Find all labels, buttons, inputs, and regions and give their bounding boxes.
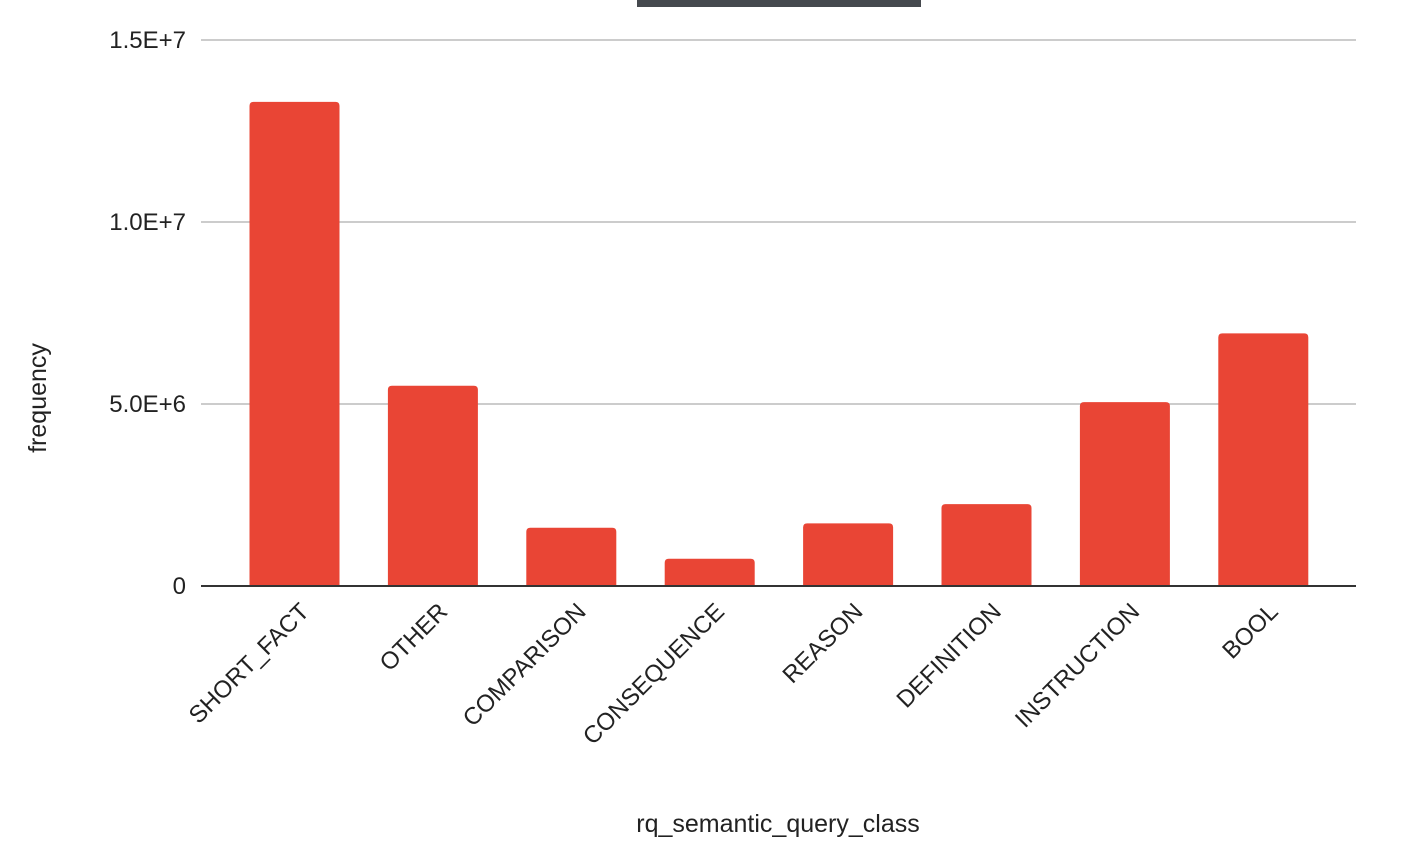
bar-definition xyxy=(941,504,1032,586)
x-tick-label: COMPARISON xyxy=(458,598,592,732)
y-tick-label: 0 xyxy=(173,573,186,600)
x-tick-label: OTHER xyxy=(375,598,453,676)
bar-comparison xyxy=(526,527,617,586)
bar-short-fact xyxy=(249,101,340,586)
y-axis-title: frequency xyxy=(24,343,52,453)
y-tick-label: 5.0E+6 xyxy=(109,391,186,418)
bars xyxy=(249,101,1309,586)
x-tick-label: INSTRUCTION xyxy=(1010,598,1145,733)
x-tick-label: BOOL xyxy=(1217,598,1283,664)
x-tick-label: SHORT_FACT xyxy=(184,598,315,729)
bar-bool xyxy=(1218,333,1309,586)
bar-other xyxy=(387,385,478,586)
x-axis-title: rq_semantic_query_class xyxy=(636,810,919,838)
y-axis-ticks: 0 5.0E+6 1.0E+7 1.5E+7 xyxy=(109,27,186,600)
bar-reason xyxy=(803,523,894,586)
y-tick-label: 1.0E+7 xyxy=(109,209,186,236)
x-tick-label: CONSEQUENCE xyxy=(578,598,730,750)
x-tick-label: REASON xyxy=(778,598,869,689)
bar-instruction xyxy=(1079,402,1170,586)
gridlines xyxy=(201,39,1356,405)
chart-title-bar xyxy=(637,0,921,7)
y-tick-label: 1.5E+7 xyxy=(109,27,186,54)
x-tick-label: DEFINITION xyxy=(891,598,1006,713)
bar-consequence xyxy=(664,558,755,586)
